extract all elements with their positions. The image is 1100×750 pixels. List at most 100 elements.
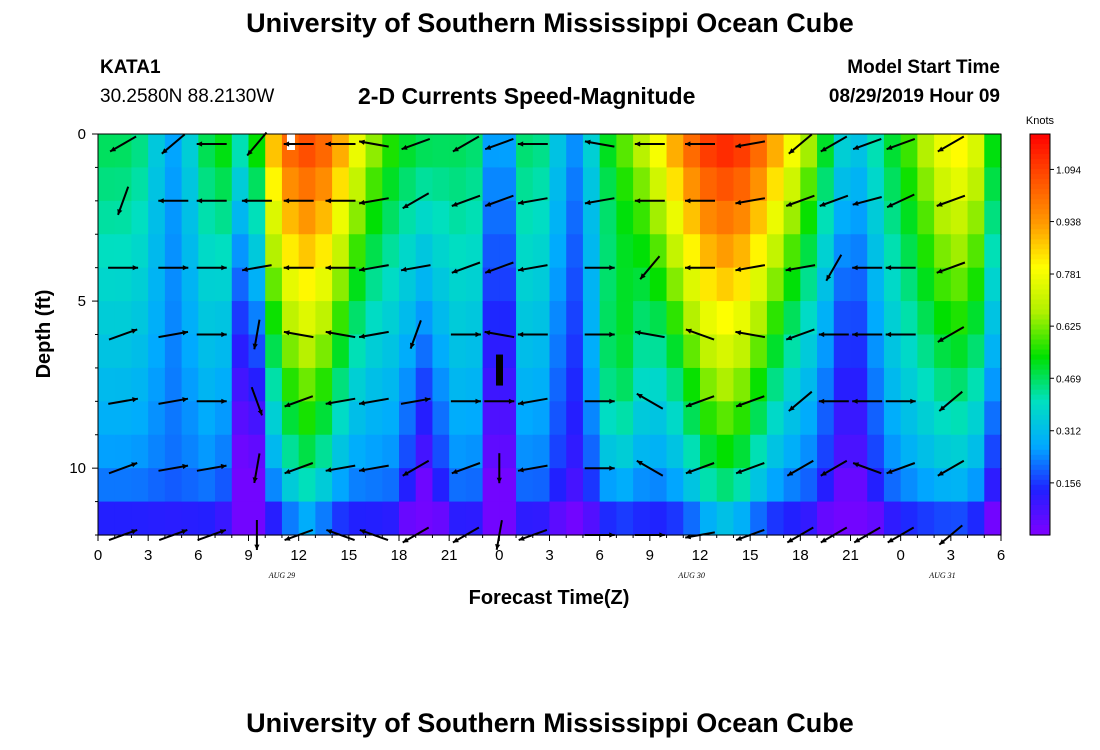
heatmap-cell bbox=[900, 200, 918, 235]
heatmap-cell bbox=[766, 334, 785, 369]
heatmap-cell bbox=[599, 267, 617, 302]
colorbar-segment bbox=[1030, 154, 1050, 160]
heatmap-cell bbox=[800, 401, 818, 436]
heatmap-cell bbox=[766, 134, 785, 169]
heatmap-cell bbox=[967, 367, 985, 402]
heatmap-cell bbox=[516, 401, 534, 436]
heatmap-cell bbox=[566, 167, 584, 202]
heatmap-cell bbox=[399, 501, 417, 536]
heatmap-cell bbox=[215, 200, 233, 235]
current-arrow bbox=[517, 197, 548, 206]
heatmap-cell bbox=[716, 200, 735, 235]
heatmap-cell bbox=[883, 334, 902, 369]
heatmap-cell bbox=[666, 200, 684, 235]
heatmap-cell bbox=[315, 468, 333, 503]
x-tick-label: 6 bbox=[595, 547, 603, 564]
heatmap-cell bbox=[700, 468, 718, 503]
heatmap-cell bbox=[332, 401, 350, 436]
current-arrow bbox=[325, 265, 356, 271]
heatmap-cell bbox=[800, 267, 818, 302]
heatmap-cell bbox=[315, 367, 333, 402]
colorbar-segment bbox=[1030, 184, 1050, 190]
heatmap-cell bbox=[465, 301, 484, 336]
heatmap-cell bbox=[348, 468, 367, 503]
heatmap-cell bbox=[265, 501, 283, 536]
heatmap-cell bbox=[883, 367, 902, 402]
heatmap-cell bbox=[449, 200, 467, 235]
x-tick-label: 18 bbox=[391, 547, 408, 564]
current-arrow bbox=[484, 194, 514, 207]
heatmap-cell bbox=[683, 434, 701, 469]
heatmap-cell bbox=[181, 200, 199, 235]
colorbar-segment bbox=[1030, 339, 1050, 346]
heatmap-cell bbox=[315, 301, 333, 336]
heatmap-cell bbox=[164, 468, 183, 503]
colorbar-segment bbox=[1030, 264, 1050, 270]
heatmap-cell bbox=[934, 301, 952, 336]
heatmap-cell bbox=[716, 167, 735, 202]
heatmap-cell bbox=[465, 167, 484, 202]
heatmap-cell bbox=[332, 167, 350, 202]
heatmap-cell bbox=[950, 234, 969, 269]
heatmap-cell bbox=[499, 200, 517, 235]
heatmap-cell bbox=[382, 167, 400, 202]
heatmap-cell bbox=[666, 301, 684, 336]
heatmap-cell bbox=[967, 200, 985, 235]
heatmap-cell bbox=[716, 501, 735, 536]
heatmap-cell bbox=[365, 367, 383, 402]
colorbar-segment bbox=[1030, 464, 1050, 471]
heatmap-cell bbox=[164, 401, 183, 436]
heatmap-cell bbox=[700, 434, 718, 469]
heatmap-cell bbox=[800, 301, 818, 336]
current-arrow bbox=[886, 462, 916, 475]
heatmap-cell bbox=[231, 501, 250, 536]
heatmap-cell bbox=[399, 367, 417, 402]
heatmap-cell bbox=[599, 301, 617, 336]
current-arrow bbox=[885, 398, 916, 404]
heatmap-cell bbox=[248, 401, 266, 436]
x-tick-label: 0 bbox=[896, 547, 904, 564]
current-arrow bbox=[786, 459, 814, 477]
current-arrow bbox=[358, 197, 389, 206]
current-arrow bbox=[819, 194, 849, 207]
colorbar-segment bbox=[1030, 419, 1050, 426]
heatmap-cell bbox=[733, 301, 751, 336]
heatmap-cell bbox=[399, 234, 417, 269]
heatmap-cell bbox=[700, 200, 718, 235]
heatmap-cell bbox=[516, 200, 534, 235]
heatmap-cell bbox=[248, 134, 266, 169]
heatmap-cell bbox=[984, 401, 1002, 436]
heatmap-cell bbox=[181, 301, 199, 336]
heatmap-cell bbox=[817, 167, 835, 202]
colorbar-segment bbox=[1030, 424, 1050, 431]
heatmap-cell bbox=[131, 434, 149, 469]
heatmap-cell bbox=[98, 367, 116, 402]
colorbar-segment bbox=[1030, 149, 1050, 155]
heatmap-cell bbox=[365, 501, 383, 536]
current-arrow bbox=[788, 133, 813, 155]
heatmap-cell bbox=[649, 267, 668, 302]
heatmap-cell bbox=[984, 434, 1002, 469]
heatmap-cell bbox=[532, 267, 551, 302]
heatmap-cell bbox=[482, 468, 500, 503]
heatmap-cell bbox=[700, 301, 718, 336]
heatmap-cell bbox=[850, 200, 868, 235]
colorbar-segment bbox=[1030, 294, 1050, 301]
heatmap-cell bbox=[917, 267, 935, 302]
heatmap-cell bbox=[281, 501, 300, 536]
heatmap-cell bbox=[432, 234, 450, 269]
heatmap-cell bbox=[114, 301, 133, 336]
heatmap-cell bbox=[566, 401, 584, 436]
heatmap-cell bbox=[315, 167, 333, 202]
heatmap-cell bbox=[415, 167, 434, 202]
heatmap-cell bbox=[131, 367, 149, 402]
heatmap-cell bbox=[114, 267, 133, 302]
heatmap-cell bbox=[98, 200, 116, 235]
heatmap-cell bbox=[98, 501, 116, 536]
heatmap-cell bbox=[332, 301, 350, 336]
heatmap-cell bbox=[348, 134, 367, 169]
heatmap-cell bbox=[248, 167, 266, 202]
heatmap-cell bbox=[365, 434, 383, 469]
current-arrow bbox=[735, 197, 766, 206]
heatmap-cell bbox=[532, 134, 551, 169]
